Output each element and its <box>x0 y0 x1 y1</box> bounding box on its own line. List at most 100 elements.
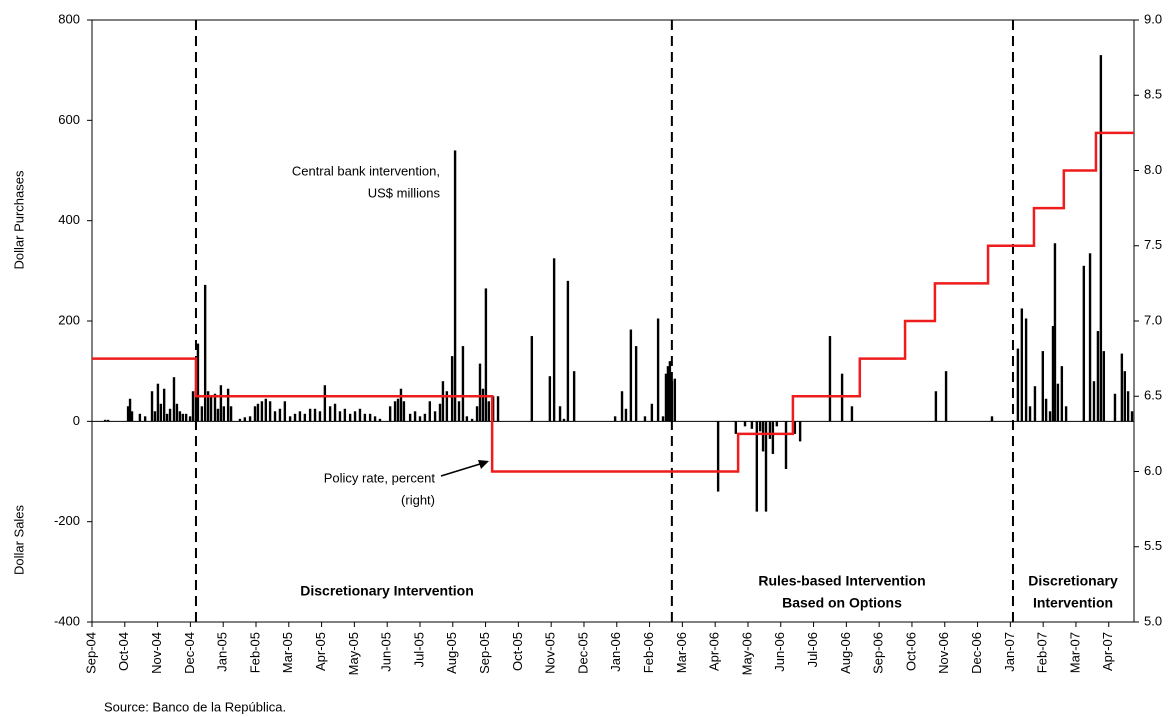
x-tick-label: Mar-07 <box>1067 632 1082 673</box>
arrow-head <box>478 460 489 469</box>
bar <box>445 391 449 422</box>
bar <box>1048 411 1052 422</box>
policy-rate-line <box>92 131 1134 473</box>
bar <box>130 411 134 422</box>
bar <box>643 416 647 422</box>
bar <box>216 408 220 422</box>
bar <box>106 419 110 422</box>
bar <box>1082 265 1086 422</box>
bar <box>126 406 130 422</box>
bar <box>1033 386 1037 422</box>
bar <box>450 356 454 422</box>
bar <box>103 419 107 422</box>
y2-tick-label: 7.5 <box>1144 237 1162 252</box>
bar <box>566 280 570 422</box>
bar <box>288 416 292 422</box>
y-tick-label: -400 <box>54 613 80 628</box>
bar <box>278 408 282 422</box>
bar <box>206 391 210 422</box>
x-tick-label: Nov-06 <box>936 632 951 674</box>
bar <box>1102 351 1106 422</box>
bar <box>399 388 403 422</box>
y-axis-label: Dollar Purchases <box>11 170 26 269</box>
bar <box>771 421 775 454</box>
bar <box>209 396 213 422</box>
bar <box>1041 351 1045 422</box>
bar <box>298 411 302 422</box>
bar <box>441 381 445 422</box>
bar <box>457 401 461 422</box>
annotation-arrow <box>440 463 481 477</box>
bar <box>1044 398 1048 422</box>
bar <box>530 336 534 422</box>
bar <box>194 388 198 422</box>
x-tick-label: Apr-05 <box>313 632 328 671</box>
bar <box>343 408 347 422</box>
bar <box>408 413 412 422</box>
x-tick-label: May-05 <box>346 632 361 675</box>
bar <box>934 391 938 422</box>
bar <box>323 385 327 422</box>
x-tick-label: Sep-06 <box>871 632 886 674</box>
bar <box>487 401 491 422</box>
bar <box>226 388 230 422</box>
bar <box>558 406 562 422</box>
bar <box>159 403 163 422</box>
bar <box>396 398 400 422</box>
bar <box>222 406 226 422</box>
bar <box>1053 243 1057 422</box>
bar <box>413 411 417 422</box>
bar <box>175 403 179 422</box>
bar <box>793 421 797 434</box>
x-tick-label: Oct-05 <box>510 632 525 671</box>
bar <box>761 421 765 452</box>
bar <box>368 413 372 422</box>
bar <box>734 421 738 434</box>
bar <box>768 421 772 439</box>
bar <box>1120 353 1124 422</box>
bar <box>418 416 422 422</box>
y2-tick-label: 5.5 <box>1144 538 1162 553</box>
bar <box>743 421 747 427</box>
bar <box>172 377 176 422</box>
bar <box>373 416 377 422</box>
y-tick-label: 600 <box>58 112 80 127</box>
bar <box>465 416 469 422</box>
x-tick-label: Aug-05 <box>444 632 459 674</box>
bar <box>328 406 332 422</box>
x-tick-label: Mar-05 <box>280 632 295 673</box>
bar <box>1126 391 1130 422</box>
bar <box>188 416 192 422</box>
bar <box>165 413 169 422</box>
bar <box>308 408 312 422</box>
bar <box>333 403 337 422</box>
bar <box>798 421 802 442</box>
bar <box>484 288 488 422</box>
bar <box>203 284 207 422</box>
y2-tick-label: 8.0 <box>1144 162 1162 177</box>
bar <box>775 421 779 427</box>
bar <box>661 416 665 422</box>
x-tick-label: Aug-06 <box>838 632 853 674</box>
x-tick-label: Oct-06 <box>903 632 918 671</box>
bar <box>764 421 768 512</box>
y2-tick-label: 5.0 <box>1144 613 1162 628</box>
bar <box>634 346 638 422</box>
y2-tick-label: 6.5 <box>1144 388 1162 403</box>
bar <box>548 376 552 422</box>
bar <box>402 401 406 422</box>
bar <box>1060 366 1064 422</box>
y2-tick-label: 6.0 <box>1144 463 1162 478</box>
x-tick-label: Apr-07 <box>1100 632 1115 671</box>
bar <box>481 388 485 422</box>
y2-tick-label: 9.0 <box>1144 11 1162 26</box>
bar <box>1051 326 1055 422</box>
y-tick-label: 400 <box>58 212 80 227</box>
bar <box>150 391 154 422</box>
bar <box>143 416 147 422</box>
bar <box>850 406 854 422</box>
bar <box>1064 406 1068 422</box>
bar <box>388 406 392 422</box>
bar <box>138 413 142 422</box>
